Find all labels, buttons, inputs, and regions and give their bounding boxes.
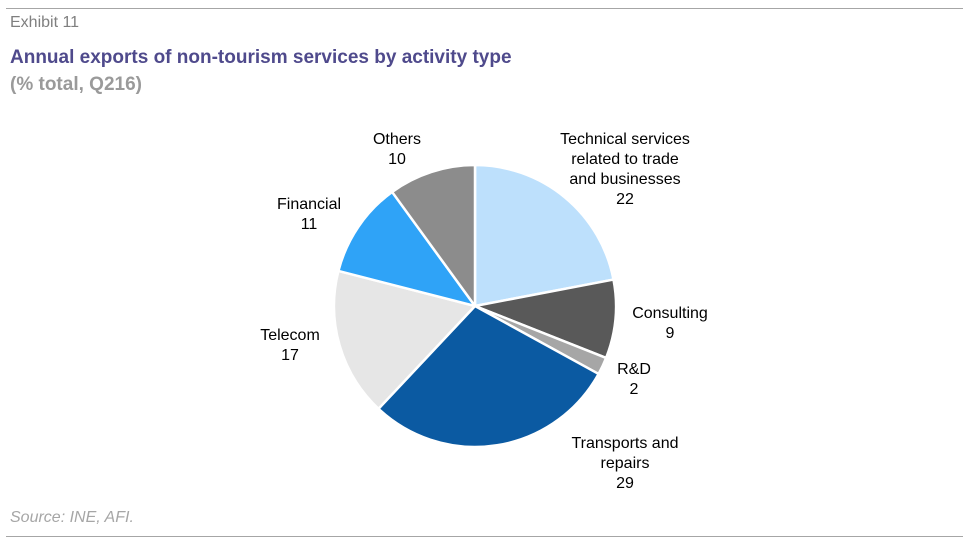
pie-labels: Technical services related to trade and bu… [260,131,708,492]
slice-value: 10 [388,151,406,168]
pie-slice-consulting [473,278,618,360]
pie-slices [332,163,618,449]
exhibit-label: Exhibit 11 [10,14,80,31]
slice-label: Consulting 9 [632,305,708,342]
pie-slice-others [390,163,477,308]
pie-slice-technical-services-related-to-trade-and-businesses [473,163,615,308]
source-note: Source: INE, AFI. [10,509,134,526]
slice-label-line: Others [373,131,421,148]
slice-value: 29 [616,475,634,492]
pie-slice-financial [337,190,477,308]
slice-value: 2 [630,381,639,398]
slice-value: 11 [301,216,318,233]
bottom-rule [6,536,963,537]
chart-subtitle: (% total, Q216) [10,74,142,95]
chart-title: Annual exports of non-tourism services b… [10,47,512,68]
slice-label: Technical services related to trade and bu… [560,131,690,208]
slice-label-line: and businesses [569,171,680,188]
slice-label-line: repairs [601,455,650,472]
slice-label-line: Consulting [632,305,708,322]
slice-label: Telecom 17 [260,327,320,364]
slice-label: Others 10 [373,131,421,168]
slice-label-line: Technical services [560,131,690,148]
slice-value: 17 [281,347,299,364]
top-rule [6,8,963,9]
slice-label: Financial 11 [277,196,341,233]
slice-value: 22 [616,191,634,208]
slice-label-line: Telecom [260,327,320,344]
slice-label: Transports and repairs 29 [571,435,678,492]
slice-label-line: Transports and [571,435,678,452]
slice-value: 9 [666,325,675,342]
slice-label-line: R&D [617,361,651,378]
slice-label: R&D 2 [617,361,651,398]
pie-slice-telecom [332,269,477,411]
slice-label-line: related to trade [571,151,679,168]
slice-label-line: Financial [277,196,341,213]
pie-slice-transports-and-repairs [377,304,600,449]
